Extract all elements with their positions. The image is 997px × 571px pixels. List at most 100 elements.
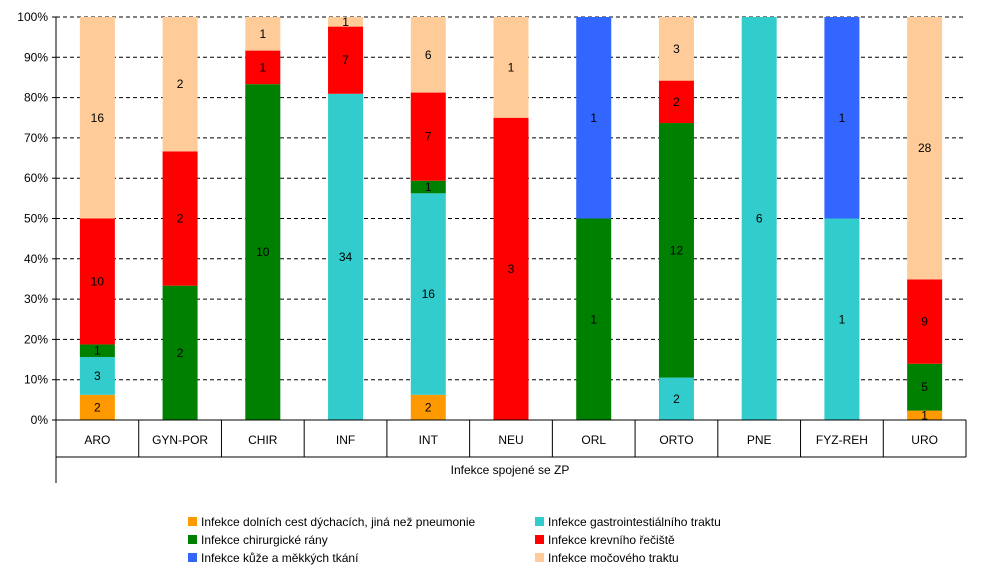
x-tick-label: ORTO	[659, 433, 693, 447]
bar-segment	[410, 17, 446, 93]
legend-label: Infekce dolních cest dýchacích, jiná než…	[201, 514, 476, 529]
x-tick-label: ORL	[581, 433, 606, 447]
data-label: 7	[425, 130, 432, 144]
data-label: 9	[921, 315, 928, 329]
x-tick-label: URO	[911, 433, 938, 447]
bar-segment	[410, 92, 446, 181]
legend-swatch	[188, 517, 197, 526]
data-label: 1	[94, 344, 101, 358]
bars: 2311016222101134712161763111212236111592…	[79, 15, 943, 422]
data-label: 3	[508, 262, 515, 276]
y-tick-label: 20%	[24, 332, 48, 346]
bar-segment	[162, 285, 198, 420]
data-label: 16	[422, 287, 436, 301]
legend-label: Infekce gastrointestiálního traktu	[548, 514, 721, 529]
data-label: 2	[425, 400, 432, 414]
legend-swatch	[535, 535, 544, 544]
data-label: 1	[259, 60, 266, 74]
bar-segment	[907, 279, 943, 364]
data-label: 28	[918, 141, 932, 155]
data-label: 5	[921, 380, 928, 394]
legend-label: Infekce chirurgické rány	[201, 532, 328, 547]
y-tick-label: 60%	[24, 171, 48, 185]
bar-segment	[493, 17, 529, 118]
legend-swatch	[188, 535, 197, 544]
legend-label: Infekce močového traktu	[548, 550, 679, 565]
data-label: 1	[342, 15, 349, 29]
axes	[52, 16, 967, 483]
x-tick-label: CHIR	[248, 433, 278, 447]
bar-segment	[907, 363, 943, 411]
bar-segment	[162, 151, 198, 286]
y-tick-label: 30%	[24, 292, 48, 306]
legend-swatch	[188, 553, 197, 562]
data-label: 16	[91, 111, 105, 125]
data-label: 1	[259, 27, 266, 41]
data-label: 2	[177, 212, 184, 226]
bar-segment	[658, 17, 694, 81]
bar-segment	[907, 410, 943, 420]
legend-item: Infekce krevního řečiště	[535, 531, 675, 548]
bar-segment	[658, 377, 694, 420]
data-label: 1	[839, 312, 846, 326]
data-label: 1	[508, 60, 515, 74]
bar-segment	[79, 344, 115, 358]
data-label: 34	[339, 250, 353, 264]
legend-item: Infekce dolních cest dýchacích, jiná než…	[188, 513, 475, 530]
bar-segment	[410, 180, 446, 194]
y-tick-label: 0%	[31, 413, 49, 427]
bar-segment	[79, 17, 115, 219]
data-label: 12	[670, 243, 684, 257]
bar-segment	[658, 123, 694, 378]
x-tick-label: GYN-POR	[152, 433, 208, 447]
y-tick-labels: 0% 10% 20% 30% 40% 50% 60% 70% 80% 90% 100%	[17, 10, 48, 427]
data-label: 3	[673, 42, 680, 56]
data-label: 1	[590, 111, 597, 125]
legend-swatch	[535, 517, 544, 526]
data-label: 2	[94, 400, 101, 414]
data-label: 2	[177, 346, 184, 360]
bar-segment	[576, 218, 612, 420]
data-label: 7	[342, 53, 349, 67]
y-tick-label: 50%	[24, 212, 48, 226]
bar-segment	[907, 17, 943, 280]
x-tick-label: INF	[336, 433, 355, 447]
legend-label: Infekce kůže a měkkých tkání	[201, 550, 359, 565]
bar-segment	[493, 117, 529, 420]
legend-item: Infekce močového traktu	[535, 549, 679, 566]
bar-segment	[741, 17, 777, 420]
y-tick-label: 80%	[24, 91, 48, 105]
x-tick-labels: ARO GYN-POR CHIR INF INT NEU ORL ORTO PNE FYZ-REH…	[84, 433, 938, 447]
legend-label: Infekce krevního řečiště	[548, 532, 675, 547]
bar-segment	[245, 84, 281, 421]
data-label: 1	[839, 111, 846, 125]
data-label: 2	[673, 392, 680, 406]
legend-item: Infekce kůže a měkkých tkání	[188, 549, 358, 566]
bar-segment	[162, 17, 198, 152]
legend-item: Infekce gastrointestiálního traktu	[535, 513, 721, 530]
legend-item: Infekce chirurgické rány	[188, 531, 328, 548]
y-tick-label: 90%	[24, 50, 48, 64]
bar-segment	[79, 357, 115, 395]
data-label: 2	[177, 77, 184, 91]
data-label: 1	[425, 180, 432, 194]
y-tick-label: 40%	[24, 252, 48, 266]
y-tick-label: 100%	[17, 10, 48, 24]
x-tick-label: FYZ-REH	[816, 433, 868, 447]
bar-segment	[658, 80, 694, 124]
bar-segment	[410, 394, 446, 420]
x-tick-label: ARO	[84, 433, 110, 447]
data-label: 10	[256, 245, 270, 259]
data-label: 1	[590, 312, 597, 326]
bar-segment	[328, 26, 364, 94]
bar-segment	[79, 218, 115, 345]
bar-segment	[410, 193, 446, 395]
bar-segment	[328, 17, 364, 27]
data-label: 6	[425, 48, 432, 62]
data-label: 3	[94, 369, 101, 383]
bar-segment	[824, 218, 860, 420]
x-tick-label: INT	[419, 433, 439, 447]
bar-segment	[245, 17, 281, 51]
y-tick-label: 70%	[24, 131, 48, 145]
